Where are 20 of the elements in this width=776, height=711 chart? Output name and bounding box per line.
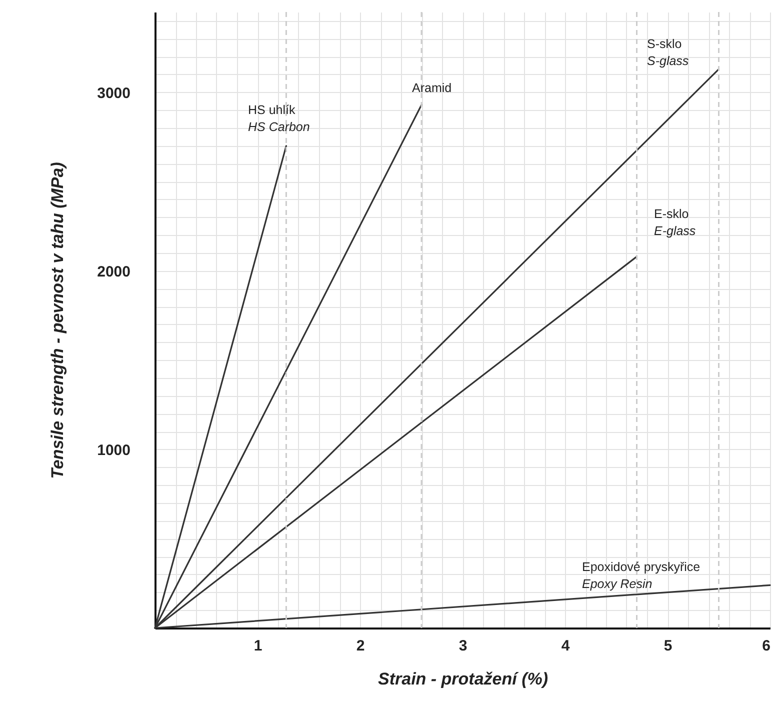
annotation: Epoxidové pryskyřice xyxy=(582,560,700,574)
x-tick-label: 3 xyxy=(458,638,468,654)
y-axis-title: Tensile strength - pevnost v tahu (MPa) xyxy=(48,162,68,479)
x-tick-label: 6 xyxy=(762,638,770,654)
annotation: S-glass xyxy=(647,54,689,68)
annotation: S-sklo xyxy=(647,37,682,51)
annotation: HS Carbon xyxy=(248,120,310,134)
y-tick-label: 2000 xyxy=(97,263,130,280)
x-tick-label: 1 xyxy=(254,638,262,654)
annotation: Epoxy Resin xyxy=(582,577,652,591)
annotation: HS uhlík xyxy=(248,103,296,117)
x-tick-label: 4 xyxy=(561,638,570,654)
y-tick-label: 3000 xyxy=(97,84,130,102)
annotation: E-sklo xyxy=(654,207,689,221)
x-axis-title: Strain - protažení (%) xyxy=(378,670,548,688)
annotation: Aramid xyxy=(412,81,452,95)
x-tick-label: 2 xyxy=(356,638,365,654)
x-tick-label: 5 xyxy=(664,638,672,654)
y-tick-label: 1000 xyxy=(97,442,130,459)
annotation: E-glass xyxy=(654,224,696,238)
